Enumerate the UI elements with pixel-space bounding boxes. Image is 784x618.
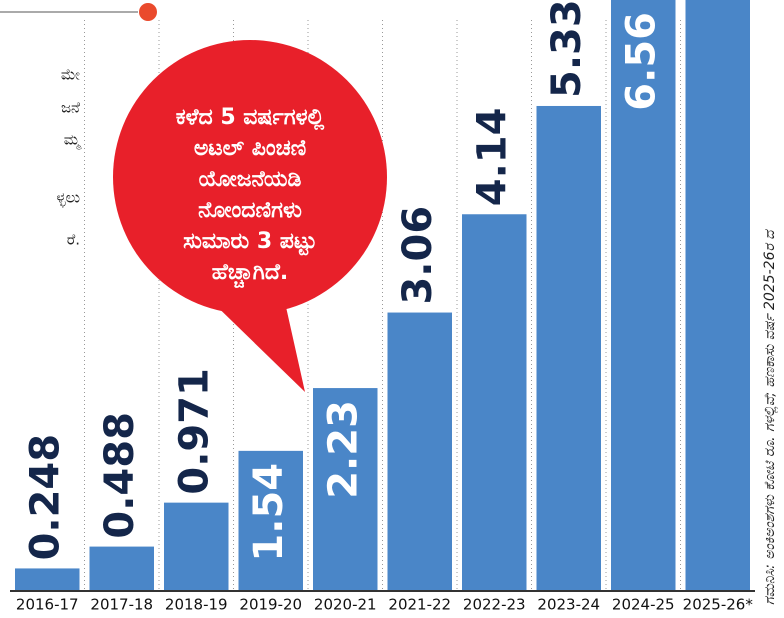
value-label: 0.248 <box>22 434 68 561</box>
bubble-text: ನೋಂದಣಿಗಳು <box>198 198 302 223</box>
x-tick-label: 2022-23 <box>463 596 526 614</box>
bar <box>685 0 750 591</box>
bar <box>313 388 378 591</box>
value-label: 5.33 <box>544 0 590 98</box>
left-text-fragment: ಜನೆ <box>61 99 80 117</box>
bar <box>89 546 154 591</box>
bar <box>536 105 601 591</box>
bar <box>164 502 229 591</box>
bar <box>462 214 527 591</box>
bubble-text: ಕಳೆದ 5 ವರ್ಷಗಳಲ್ಲಿ <box>176 105 326 131</box>
speech-bubble <box>113 40 387 392</box>
value-label: 3.06 <box>395 206 441 305</box>
value-label: 4.14 <box>469 108 515 207</box>
bubble-text: ಹೆಚ್ಚಾಗಿದೆ. <box>212 260 289 289</box>
bubble-text: ಅಟಲ್ ಪಿಂಚಣಿ <box>194 136 307 161</box>
bubble-body <box>113 40 387 314</box>
x-tick-label: 2019-20 <box>239 596 302 614</box>
x-tick-label: 2016-17 <box>16 596 79 614</box>
bar <box>611 0 676 592</box>
value-label: 2.23 <box>320 400 366 499</box>
value-label: 6.56 <box>618 12 664 111</box>
value-label: 1.54 <box>246 463 292 562</box>
left-text-fragment: ಮೇ <box>61 66 81 84</box>
x-tick-label: 2018-19 <box>165 596 228 614</box>
x-tick-label: 2025-26* <box>683 596 754 614</box>
value-label: 0.488 <box>97 412 143 539</box>
bar <box>387 312 452 591</box>
bar <box>15 568 80 591</box>
x-tick-label: 2024-25 <box>612 596 675 614</box>
bar <box>238 450 303 591</box>
x-tick-label: 2021-22 <box>388 596 451 614</box>
x-tick-label: 2017-18 <box>90 596 153 614</box>
bubble-text: ಸುಮಾರು 3 ಪಟ್ಟು <box>183 229 317 256</box>
left-text-fragment: ಳ್ಳಲು <box>56 189 80 208</box>
decor-dot <box>139 3 157 21</box>
side-note: ಗಮನಿಸಿ: ಅಂಕಿಅಂಶಗಳು ಕೋಟಿ ರೂ. ಗಳಲ್ಲಿವೆ; ಹಣ… <box>762 229 778 605</box>
bubble-text: ಯೋಜನೆಯಡಿ <box>199 167 302 192</box>
left-text-fragment: ಮ್ಮ <box>64 131 83 151</box>
left-text-fragment: ರೆ. <box>67 231 80 249</box>
x-tick-label: 2023-24 <box>537 596 600 614</box>
value-label: 0.971 <box>171 368 217 495</box>
x-tick-label: 2020-21 <box>314 596 377 614</box>
